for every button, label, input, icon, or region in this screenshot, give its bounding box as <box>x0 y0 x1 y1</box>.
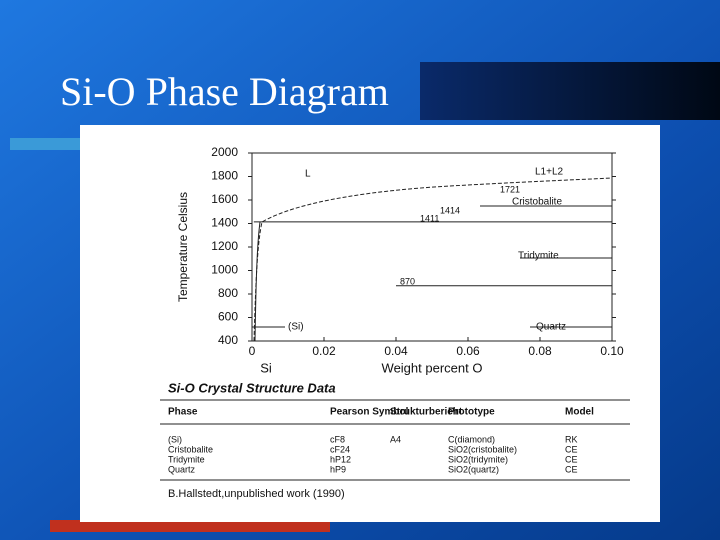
y-tick-label: 600 <box>218 310 238 324</box>
y-axis-label: Temperature Celsius <box>176 192 190 302</box>
region-label: Tridymite <box>518 251 559 262</box>
region-label: L <box>305 169 311 180</box>
table-header: Strukturbericht <box>390 407 463 418</box>
accent-bar <box>10 138 80 150</box>
x-tick-label: 0.04 <box>384 344 408 358</box>
temperature-label: 1721 <box>500 184 520 194</box>
region-label: Quartz <box>536 322 566 333</box>
region-label: (Si) <box>288 322 304 333</box>
table-cell: SiO2(cristobalite) <box>448 444 517 454</box>
title-bar <box>420 62 720 120</box>
table-header: Model <box>565 407 594 418</box>
x-tick-label: 0.02 <box>312 344 336 358</box>
y-tick-label: 400 <box>218 333 238 347</box>
x-tick-label: 0.08 <box>528 344 552 358</box>
table-cell: CE <box>565 444 578 454</box>
table-cell: A4 <box>390 434 401 444</box>
table-cell: SiO2(quartz) <box>448 464 499 474</box>
y-tick-label: 1600 <box>211 192 238 206</box>
y-tick-label: 1400 <box>211 216 238 230</box>
slide-title: Si-O Phase Diagram <box>60 69 389 114</box>
table-cell: Cristobalite <box>168 444 213 454</box>
temperature-label: 1414 <box>440 205 460 215</box>
temperature-label: 870 <box>400 276 415 286</box>
table-source: B.Hallstedt,unpublished work (1990) <box>168 488 345 500</box>
table-cell: cF8 <box>330 434 345 444</box>
table-cell: hP9 <box>330 464 346 474</box>
phase-diagram <box>251 152 613 342</box>
y-tick-label: 800 <box>218 286 238 300</box>
table-header: Phase <box>168 407 198 418</box>
figure <box>80 125 660 522</box>
x-origin-label: Si <box>260 360 272 375</box>
region-label: Cristobalite <box>512 197 562 208</box>
y-tick-label: 2000 <box>211 145 238 159</box>
temperature-label: 1411 <box>420 213 439 223</box>
x-tick-label: 0 <box>249 344 256 358</box>
accent-bar-red <box>50 520 330 532</box>
table-header: Prototype <box>448 407 495 418</box>
table-cell: CE <box>565 464 578 474</box>
table-header: Pearson Symbol <box>330 407 409 418</box>
table-cell: Tridymite <box>168 454 205 464</box>
table-cell: Quartz <box>168 464 196 474</box>
y-tick-label: 1000 <box>211 263 238 277</box>
table-cell: C(diamond) <box>448 434 495 444</box>
y-tick-label: 1800 <box>211 169 238 183</box>
table-cell: cF24 <box>330 444 350 454</box>
x-tick-label: 0.06 <box>456 344 480 358</box>
table-cell: SiO2(tridymite) <box>448 454 508 464</box>
table-title: Si-O Crystal Structure Data <box>168 380 336 395</box>
table-cell: hP12 <box>330 454 351 464</box>
y-tick-label: 1200 <box>211 239 238 253</box>
table-cell: CE <box>565 454 578 464</box>
region-label: L1+L2 <box>535 167 564 178</box>
table-cell: (Si) <box>168 434 182 444</box>
x-axis-label: Weight percent O <box>382 360 483 375</box>
x-tick-label: 0.10 <box>600 344 624 358</box>
table-cell: RK <box>565 434 578 444</box>
solvus <box>254 221 261 342</box>
